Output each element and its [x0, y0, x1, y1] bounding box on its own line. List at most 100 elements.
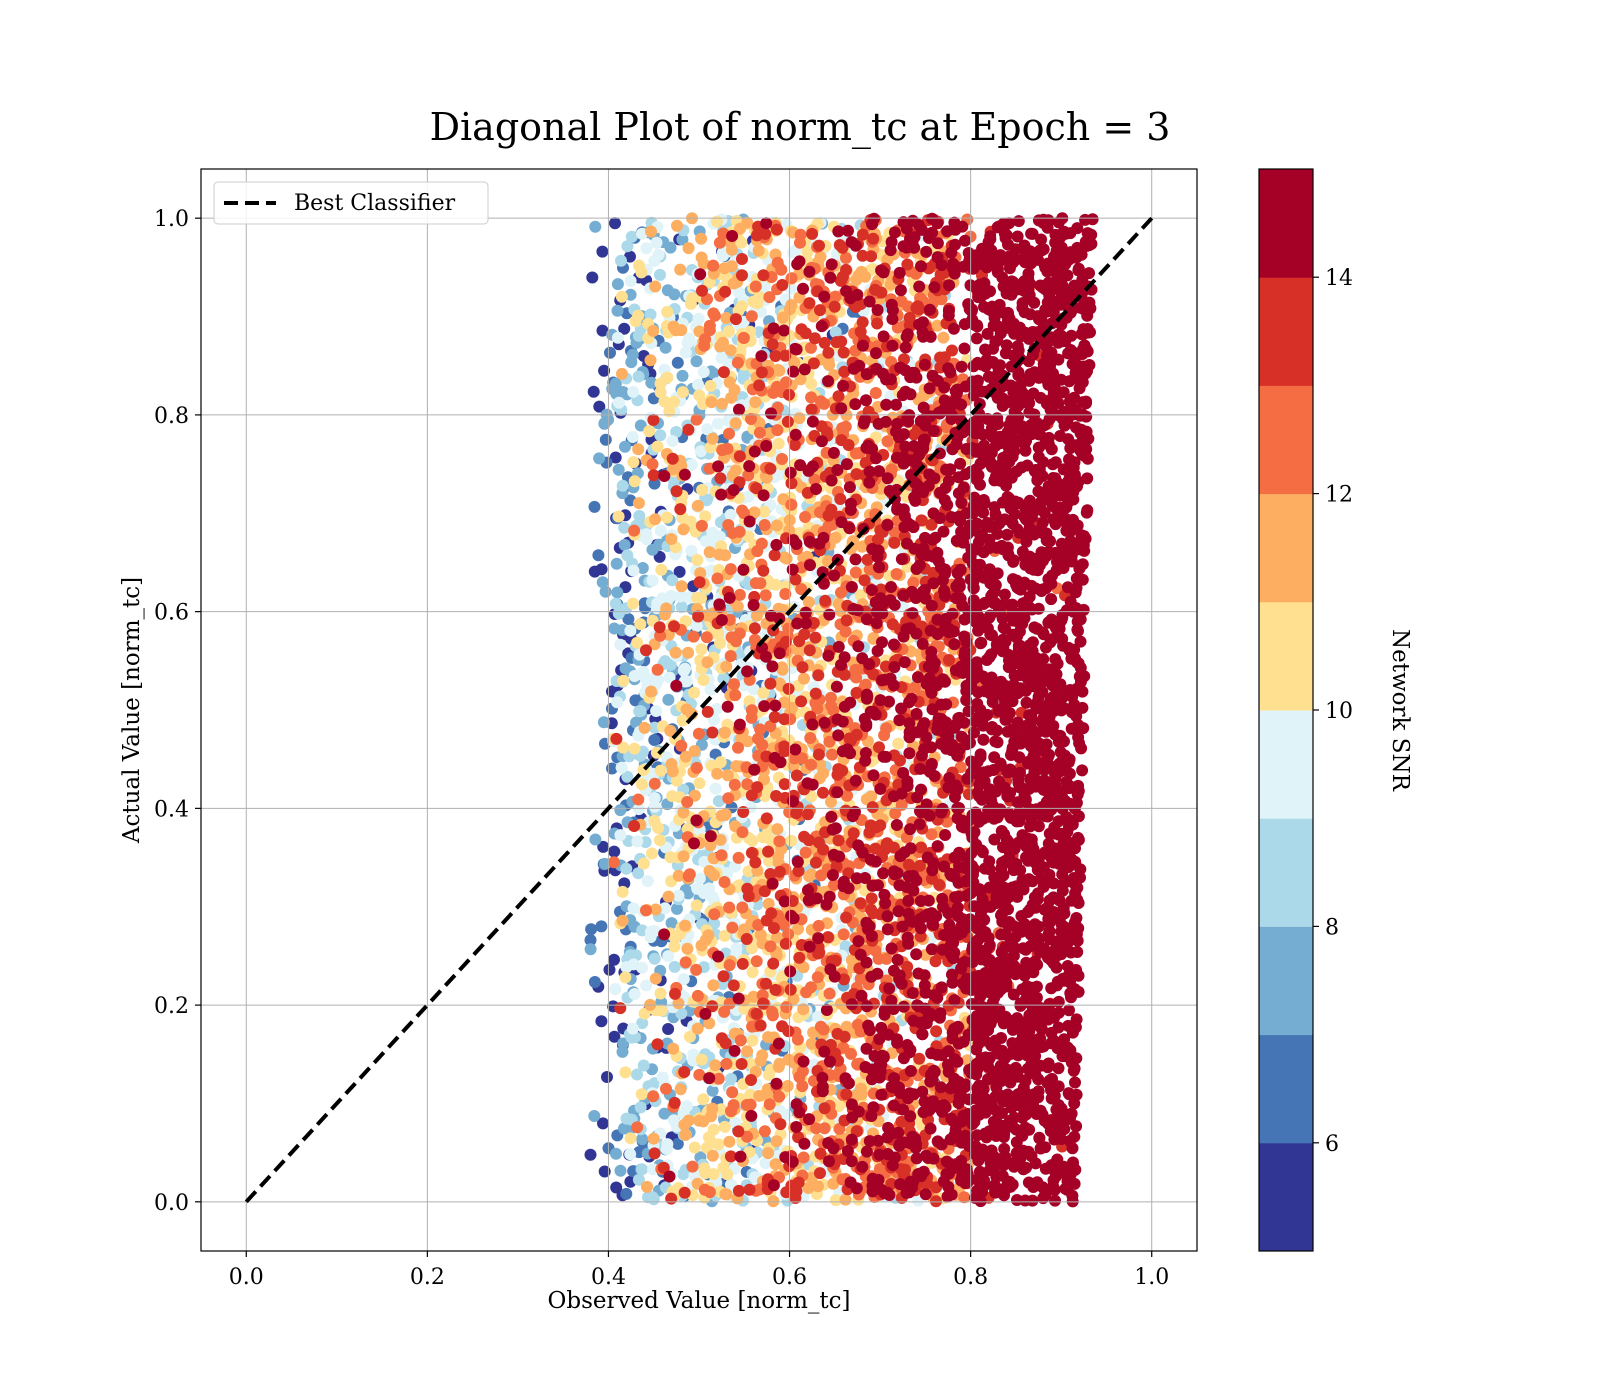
scatter-point	[870, 347, 882, 360]
scatter-point	[694, 268, 707, 281]
scatter-point	[803, 265, 816, 278]
scatter-point	[840, 263, 852, 276]
scatter-point	[787, 795, 799, 808]
scatter-point	[677, 664, 690, 677]
scatter-point	[947, 322, 960, 335]
scatter-point	[631, 1121, 644, 1134]
scatter-point	[860, 1000, 873, 1013]
scatter-point	[644, 354, 657, 367]
scatter-point	[620, 1187, 633, 1200]
scatter-point	[648, 1147, 661, 1160]
scatter-point	[885, 298, 898, 311]
scatter-point	[752, 244, 765, 257]
scatter-point	[680, 703, 693, 716]
scatter-point	[725, 1105, 737, 1118]
scatter-point	[831, 464, 844, 476]
scatter-point	[798, 672, 810, 685]
scatter-point	[923, 303, 936, 316]
scatter-point	[938, 584, 951, 597]
scatter-point	[737, 806, 750, 818]
scatter-point	[797, 282, 809, 295]
scatter-point	[892, 1126, 905, 1139]
scatter-point	[771, 424, 784, 437]
scatter-point	[918, 358, 931, 371]
scatter-point	[732, 1125, 745, 1138]
scatter-point	[628, 475, 641, 488]
scatter-point	[899, 341, 912, 354]
scatter-point	[851, 604, 864, 617]
scatter-point	[782, 682, 795, 695]
scatter-point	[729, 417, 742, 430]
scatter-point	[910, 948, 923, 961]
scatter-point	[641, 875, 654, 887]
scatter-point	[867, 1101, 880, 1114]
scatter-point	[734, 1150, 747, 1163]
scatter-point	[640, 644, 652, 657]
scatter-point	[624, 275, 637, 287]
scatter-point	[595, 920, 608, 933]
scatter-point	[889, 807, 902, 820]
scatter-point	[662, 693, 675, 706]
scatter-point	[835, 335, 848, 348]
scatter-point	[700, 631, 713, 644]
scatter-point	[706, 1084, 719, 1097]
scatter-point	[673, 565, 686, 578]
scatter-point	[837, 928, 850, 941]
scatter-point	[913, 818, 926, 831]
scatter-point	[883, 982, 896, 995]
scatter-point	[619, 440, 631, 453]
scatter-point	[661, 284, 674, 297]
scatter-point	[624, 949, 637, 962]
scatter-point	[749, 577, 762, 590]
scatter-point	[627, 902, 640, 915]
scatter-point	[757, 269, 770, 282]
scatter-point	[785, 498, 798, 511]
scatter-point	[760, 812, 773, 825]
scatter-point	[616, 479, 629, 492]
scatter-point	[832, 729, 845, 742]
scatter-point	[818, 397, 831, 410]
scatter-point	[735, 1058, 748, 1070]
scatter-point	[888, 661, 901, 674]
scatter-point	[753, 426, 766, 439]
scatter-point	[930, 1025, 943, 1038]
scatter-point	[805, 391, 818, 404]
scatter-point	[970, 332, 983, 345]
scatter-point	[614, 804, 627, 817]
scatter-point	[805, 377, 818, 390]
scatter-point	[652, 822, 665, 834]
scatter-point	[682, 242, 695, 255]
scatter-point	[654, 987, 667, 1000]
scatter-point	[611, 278, 624, 291]
scatter-point	[789, 428, 802, 441]
scatter-point	[743, 1183, 756, 1196]
scatter-point	[706, 891, 719, 904]
scatter-point	[626, 1022, 639, 1035]
scatter-point	[832, 390, 845, 403]
scatter-point	[718, 1005, 731, 1018]
scatter-point	[620, 961, 633, 974]
scatter-point	[762, 1031, 775, 1044]
scatter-point	[831, 1027, 844, 1040]
scatter-point	[635, 778, 648, 791]
scatter-point	[791, 617, 804, 630]
scatter-point	[759, 227, 772, 240]
scatter-point	[668, 620, 680, 633]
scatter-point	[679, 919, 692, 932]
scatter-point	[776, 1020, 789, 1033]
scatter-point	[723, 959, 736, 972]
scatter-point	[759, 589, 772, 602]
scatter-point	[666, 574, 679, 587]
scatter-point	[745, 310, 758, 323]
scatter-point	[643, 425, 656, 438]
scatter-point	[628, 742, 641, 755]
scatter-point	[723, 901, 736, 914]
scatter-point	[627, 564, 640, 577]
scatter-point	[812, 836, 825, 849]
scatter-point	[650, 705, 663, 717]
scatter-point	[806, 718, 819, 731]
scatter-point	[595, 1015, 608, 1028]
scatter-point	[832, 225, 845, 238]
scatter-point	[736, 253, 748, 265]
scatter-point	[830, 680, 843, 693]
